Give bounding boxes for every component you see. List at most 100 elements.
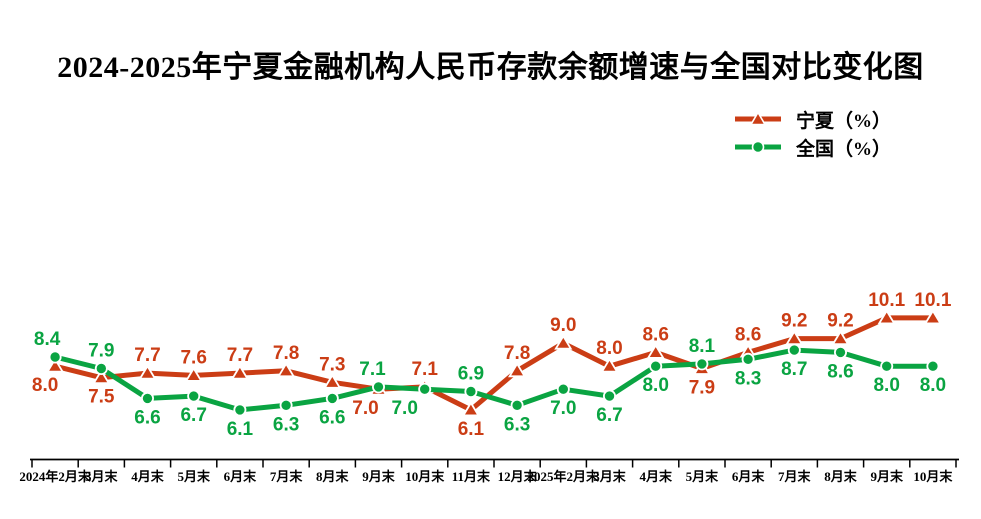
quanguo-point-label: 7.0 xyxy=(391,398,417,419)
quanguo-point-marker xyxy=(787,343,801,357)
quanguo-point-marker xyxy=(48,350,62,364)
x-axis-label: 8月末 xyxy=(824,469,858,484)
ningxia-point-label: 7.7 xyxy=(227,345,253,366)
quanguo-point-label: 8.0 xyxy=(873,375,899,396)
x-axis-label: 6月末 xyxy=(732,469,766,484)
x-axis-label: 2025年2月末 xyxy=(528,469,601,484)
quanguo-point-label: 7.1 xyxy=(359,359,386,380)
quanguo-point-label: 8.4 xyxy=(34,329,61,350)
ningxia-point-label: 7.1 xyxy=(411,359,438,380)
ningxia-point-marker xyxy=(554,334,573,350)
quanguo-point-label: 8.1 xyxy=(689,336,716,357)
ningxia-point-marker xyxy=(600,357,619,373)
ningxia-point-label: 9.2 xyxy=(781,311,807,332)
quanguo-point-marker xyxy=(233,403,247,417)
x-axis-label: 5月末 xyxy=(177,469,211,484)
ningxia-point-label: 8.0 xyxy=(32,375,58,396)
ningxia-point-label: 9.0 xyxy=(550,315,576,336)
ningxia-point-marker xyxy=(277,362,296,378)
quanguo-point-label: 6.7 xyxy=(596,405,622,426)
ningxia-point-label: 8.6 xyxy=(642,324,668,345)
quanguo-point-marker xyxy=(94,361,108,375)
ningxia-point-marker xyxy=(831,329,850,346)
ningxia-line-triangle-icon xyxy=(735,110,781,126)
quanguo-point-marker xyxy=(834,345,848,359)
ningxia-point-label: 10.1 xyxy=(868,290,905,311)
ningxia-point-label: 10.1 xyxy=(914,290,951,311)
x-axis-label: 9月末 xyxy=(870,469,904,484)
x-axis-label: 10月末 xyxy=(405,469,445,484)
quanguo-line xyxy=(52,347,936,413)
ningxia-point-label: 7.8 xyxy=(273,343,299,364)
quanguo-point-marker xyxy=(695,357,709,371)
x-axis-label: 3月末 xyxy=(85,469,119,484)
ningxia-point-label: 7.8 xyxy=(504,343,530,364)
quanguo-point-label: 6.3 xyxy=(273,414,299,435)
ningxia-point-label: 7.5 xyxy=(88,387,115,408)
quanguo-point-label: 6.3 xyxy=(504,414,530,435)
ningxia-point-marker xyxy=(230,364,249,380)
ningxia-point-label: 7.0 xyxy=(352,398,378,419)
quanguo-point-label: 6.1 xyxy=(227,419,254,440)
x-axis-label: 7月末 xyxy=(778,469,812,484)
quanguo-point-label: 6.9 xyxy=(458,364,484,385)
ningxia-point-label: 8.0 xyxy=(596,338,622,359)
quanguo-point-marker xyxy=(325,391,339,405)
ningxia-point-marker xyxy=(646,343,665,359)
quanguo-point-label: 8.0 xyxy=(642,375,668,396)
quanguo-point-marker xyxy=(418,382,432,396)
quanguo-point-marker xyxy=(140,391,154,405)
ningxia-point-marker xyxy=(461,401,480,417)
quanguo-point-label: 8.6 xyxy=(827,361,853,382)
x-axis-label: 2024年2月末 xyxy=(19,469,92,484)
ningxia-point-label: 8.6 xyxy=(735,324,761,345)
ningxia-point-marker xyxy=(46,357,65,373)
ningxia-point-marker xyxy=(877,309,896,325)
legend: 宁夏（%） 全国（%） xyxy=(734,105,891,161)
quanguo-point-label: 8.7 xyxy=(781,359,807,380)
ningxia-point-label: 9.2 xyxy=(827,311,853,332)
quanguo-line-circle-icon xyxy=(735,140,781,154)
quanguo-point-marker xyxy=(926,359,940,373)
quanguo-point-label: 6.7 xyxy=(180,405,206,426)
x-axis-label: 12月末 xyxy=(498,469,538,484)
ningxia-point-label: 7.7 xyxy=(134,345,160,366)
quanguo-point-marker xyxy=(556,382,570,396)
quanguo-point-marker xyxy=(649,359,663,373)
x-axis-label: 6月末 xyxy=(224,469,258,484)
quanguo-point-label: 7.0 xyxy=(550,398,576,419)
legend-item-quanguo: 全国（%） xyxy=(734,133,891,161)
ningxia-point-marker xyxy=(923,309,942,325)
quanguo-point-label: 8.3 xyxy=(735,368,761,389)
x-axis-label: 9月末 xyxy=(362,469,396,484)
x-axis-label: 8月末 xyxy=(316,469,350,484)
quanguo-point-label: 6.6 xyxy=(134,407,160,428)
legend-item-ningxia: 宁夏（%） xyxy=(734,105,891,133)
chart-title: 2024-2025年宁夏金融机构人民币存款余额增速与全国对比变化图 xyxy=(57,51,924,84)
quanguo-point-marker xyxy=(371,380,385,394)
x-axis-label: 3月末 xyxy=(593,469,627,484)
quanguo-point-label: 6.6 xyxy=(319,407,345,428)
legend-label-ningxia: 宁夏（%） xyxy=(796,110,892,132)
legend-label-quanguo: 全国（%） xyxy=(796,138,892,160)
quanguo-point-marker xyxy=(603,389,617,403)
ningxia-line xyxy=(52,315,936,413)
ningxia-point-marker xyxy=(138,364,157,380)
ningxia-point-marker xyxy=(184,366,203,382)
ningxia-point-label: 6.1 xyxy=(458,419,485,440)
ningxia-point-label: 7.9 xyxy=(689,378,715,399)
ningxia-point-marker xyxy=(508,362,527,378)
x-axis-label: 7月末 xyxy=(270,469,304,484)
x-axis-label: 4月末 xyxy=(131,469,165,484)
x-axis-label: 11月末 xyxy=(452,469,491,484)
quanguo-point-marker xyxy=(464,384,478,398)
x-axis-label: 5月末 xyxy=(686,469,720,484)
quanguo-point-label: 7.9 xyxy=(88,341,114,362)
ningxia-point-label: 7.3 xyxy=(319,354,345,375)
quanguo-point-marker xyxy=(279,398,293,412)
quanguo-point-marker xyxy=(741,352,755,366)
quanguo-point-label: 8.0 xyxy=(920,375,946,396)
quanguo-point-marker xyxy=(880,359,894,373)
